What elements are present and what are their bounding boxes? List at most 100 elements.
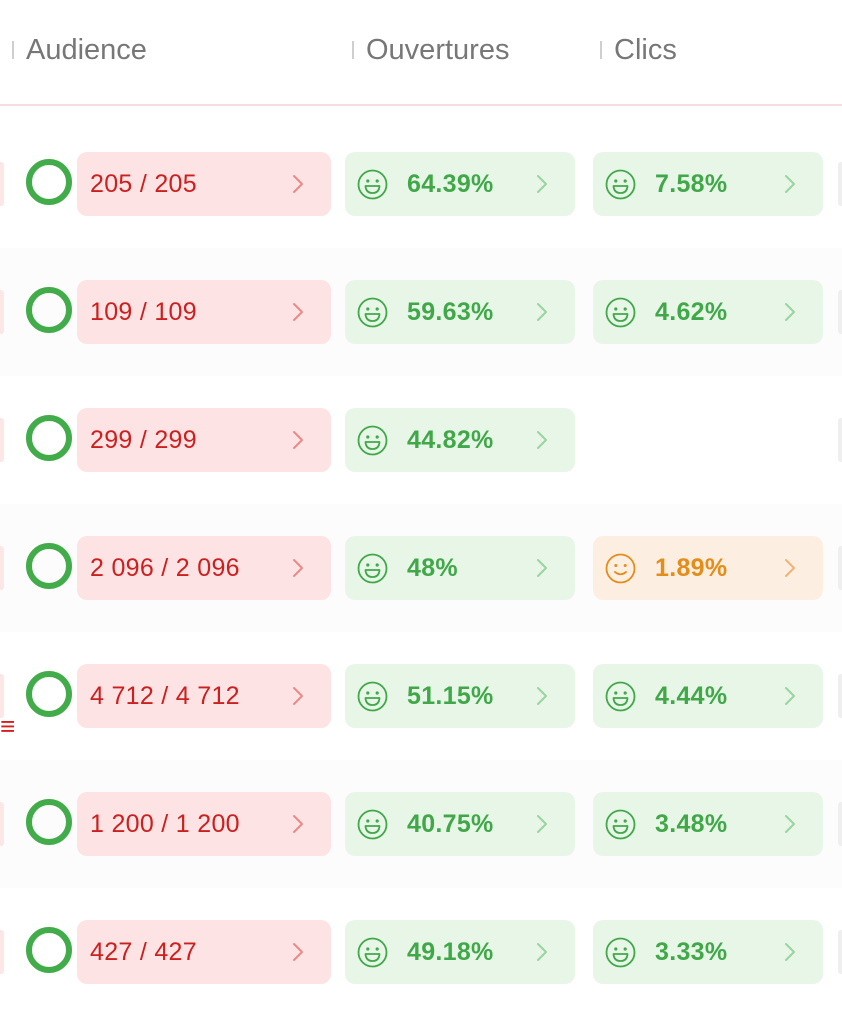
happy-face-icon	[357, 297, 388, 328]
chevron-right-icon	[287, 557, 309, 579]
chevron-right-icon	[531, 685, 553, 707]
audience-value: 2 096 / 2 096	[90, 553, 240, 582]
table-row[interactable]: 205 / 205 64.39% 7.58%	[0, 120, 842, 248]
chevron-right-icon	[287, 173, 309, 195]
happy-face-icon	[357, 553, 388, 584]
chevron-right-icon	[779, 941, 801, 963]
chevron-right-icon	[779, 685, 801, 707]
clicks-value: 4.62%	[655, 297, 728, 326]
happy-face-icon	[357, 425, 388, 456]
table-row[interactable]: 427 / 427 49.18% 3.33%	[0, 888, 842, 1016]
opens-value: 49.18%	[407, 937, 494, 966]
status-ring-icon	[26, 799, 72, 845]
opens-button[interactable]: 59.63%	[345, 280, 575, 344]
status-ring-icon	[26, 159, 72, 205]
happy-face-icon	[605, 297, 636, 328]
chevron-right-icon	[287, 429, 309, 451]
chevron-right-icon	[287, 301, 309, 323]
row-right-edge	[838, 162, 842, 206]
clicks-button[interactable]: 4.44%	[593, 664, 823, 728]
status-ring-icon	[26, 287, 72, 333]
audience-value: 4 712 / 4 712	[90, 681, 240, 710]
smile-face-icon	[605, 553, 636, 584]
column-header-audience[interactable]: Audience	[12, 34, 147, 66]
happy-face-icon	[605, 937, 636, 968]
table-header: Audience Ouvertures Clics	[0, 0, 842, 106]
clicks-button[interactable]: 3.33%	[593, 920, 823, 984]
opens-value: 48%	[407, 553, 458, 582]
clicks-button[interactable]: 7.58%	[593, 152, 823, 216]
audience-button[interactable]: 205 / 205	[77, 152, 331, 216]
clicks-button[interactable]: 3.48%	[593, 792, 823, 856]
table-row[interactable]: 2 096 / 2 096 48% 1.89%	[0, 504, 842, 632]
clicks-button[interactable]: 4.62%	[593, 280, 823, 344]
happy-face-icon	[357, 169, 388, 200]
column-header-clicks[interactable]: Clics	[600, 34, 677, 66]
happy-face-icon	[605, 169, 636, 200]
opens-button[interactable]: 49.18%	[345, 920, 575, 984]
clicks-value: 3.48%	[655, 809, 728, 838]
audience-button[interactable]: 2 096 / 2 096	[77, 536, 331, 600]
table-row[interactable]: ≡ 1 200 / 1 200 40.75% 3.48%	[0, 713, 842, 888]
row-left-edge	[0, 930, 4, 974]
opens-button[interactable]: 40.75%	[345, 792, 575, 856]
row-right-edge	[838, 802, 842, 846]
audience-button[interactable]: 299 / 299	[77, 408, 331, 472]
audience-button[interactable]: 1 200 / 1 200	[77, 792, 331, 856]
row-left-edge	[0, 418, 4, 462]
opens-button[interactable]: 48%	[345, 536, 575, 600]
chevron-right-icon	[531, 813, 553, 835]
row-right-edge	[838, 546, 842, 590]
clicks-value: 7.58%	[655, 169, 728, 198]
opens-value: 44.82%	[407, 425, 494, 454]
clicks-button[interactable]: 1.89%	[593, 536, 823, 600]
chevron-right-icon	[779, 557, 801, 579]
table-row[interactable]: 4 712 / 4 712 51.15% 4.44%	[0, 632, 842, 760]
row-left-edge	[0, 802, 4, 846]
table-row[interactable]: 109 / 109 59.63% 4.62%	[0, 248, 842, 376]
opens-value: 64.39%	[407, 169, 494, 198]
opens-button[interactable]: 51.15%	[345, 664, 575, 728]
column-header-opens[interactable]: Ouvertures	[351, 34, 510, 66]
chevron-right-icon	[531, 173, 553, 195]
happy-face-icon	[357, 681, 388, 712]
row-left-edge	[0, 162, 4, 206]
opens-value: 59.63%	[407, 297, 494, 326]
audience-value: 205 / 205	[90, 169, 197, 198]
clicks-value: 3.33%	[655, 937, 728, 966]
audience-value: 299 / 299	[90, 425, 197, 454]
opens-value: 40.75%	[407, 809, 494, 838]
clicks-value: 1.89%	[655, 553, 728, 582]
audience-value: 1 200 / 1 200	[90, 809, 240, 838]
audience-value: 427 / 427	[90, 937, 197, 966]
status-ring-icon	[26, 543, 72, 589]
row-edge-marker: ≡	[0, 711, 16, 741]
happy-face-icon	[605, 809, 636, 840]
status-ring-icon	[26, 671, 72, 717]
row-left-edge	[0, 546, 4, 590]
audience-button[interactable]: 109 / 109	[77, 280, 331, 344]
row-left-edge	[0, 674, 4, 718]
chevron-right-icon	[531, 301, 553, 323]
chevron-right-icon	[531, 941, 553, 963]
row-right-edge	[838, 418, 842, 462]
status-ring-icon	[26, 927, 72, 973]
status-ring-icon	[26, 415, 72, 461]
audience-value: 109 / 109	[90, 297, 197, 326]
row-right-edge	[838, 930, 842, 974]
chevron-right-icon	[287, 685, 309, 707]
chevron-right-icon	[531, 557, 553, 579]
clicks-value: 4.44%	[655, 681, 728, 710]
happy-face-icon	[357, 937, 388, 968]
table-row[interactable]: 299 / 299 44.82%	[0, 376, 842, 504]
chevron-right-icon	[779, 813, 801, 835]
audience-button[interactable]: 427 / 427	[77, 920, 331, 984]
audience-button[interactable]: 4 712 / 4 712	[77, 664, 331, 728]
row-left-edge	[0, 290, 4, 334]
opens-button[interactable]: 64.39%	[345, 152, 575, 216]
row-right-edge	[838, 674, 842, 718]
opens-button[interactable]: 44.82%	[345, 408, 575, 472]
happy-face-icon	[605, 681, 636, 712]
happy-face-icon	[357, 809, 388, 840]
chevron-right-icon	[287, 813, 309, 835]
